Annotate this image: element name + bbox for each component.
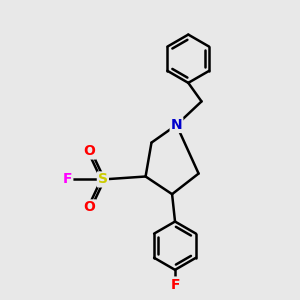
Text: O: O — [84, 200, 96, 214]
Text: N: N — [171, 118, 182, 132]
Text: O: O — [84, 145, 96, 158]
Text: F: F — [63, 172, 72, 186]
Text: S: S — [98, 172, 108, 186]
Text: F: F — [170, 278, 180, 292]
